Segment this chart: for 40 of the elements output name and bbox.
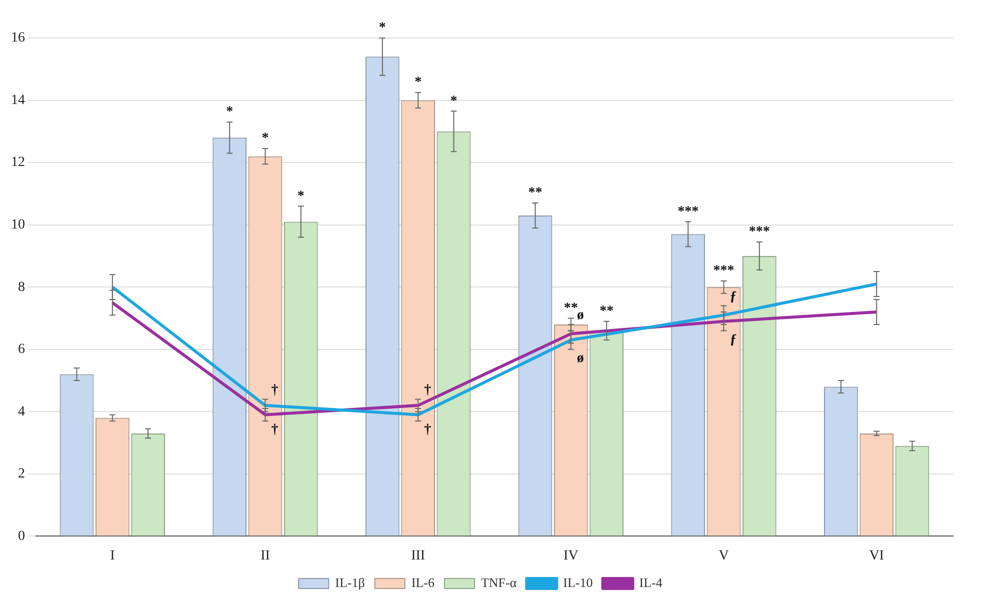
y-tick-label: 12 [11, 155, 25, 170]
y-tick-label: 14 [11, 92, 25, 108]
x-tick-label: VI [869, 548, 884, 564]
data-label: * [450, 94, 458, 109]
y-tick-label: 4 [18, 404, 25, 420]
data-label: ƒ [730, 289, 737, 304]
data-label: *** [678, 204, 699, 220]
y-tick-label: 6 [18, 342, 25, 358]
y-tick-label: 8 [18, 280, 25, 295]
y-tick-label: 2 [18, 466, 25, 482]
data-label: * [226, 104, 234, 120]
data-label: † [271, 382, 278, 398]
data-label: *** [748, 224, 770, 240]
x-tick-label: V [718, 548, 729, 564]
data-label: * [262, 131, 269, 146]
y-tick-label: 0 [18, 528, 25, 544]
legend-label: IL-1β [335, 574, 366, 590]
data-label: ø [576, 308, 584, 324]
y-tick-label: 16 [11, 30, 25, 46]
x-tick-label: IV [564, 548, 578, 564]
x-tick-label: II [260, 548, 270, 564]
data-label: ø [576, 350, 584, 366]
legend-label: IL-6 [411, 574, 435, 590]
data-label: * [297, 188, 304, 204]
y-tick-label: 10 [11, 217, 25, 232]
data-label: * [378, 20, 386, 36]
legend-label: IL-4 [639, 574, 663, 590]
data-label: ** [564, 300, 578, 316]
data-label: ** [600, 304, 614, 319]
data-label: ƒ [730, 332, 737, 348]
data-label: † [271, 422, 278, 438]
data-label: *** [713, 263, 734, 278]
legend-label: IL-10 [563, 574, 593, 590]
x-tick-label: I [110, 548, 116, 564]
data-label: † [424, 382, 432, 398]
data-label: ** [528, 186, 542, 201]
data-label: † [424, 422, 432, 438]
data-label: * [414, 75, 422, 90]
x-tick-label: III [411, 548, 426, 564]
legend-label: TNF-α [480, 574, 517, 590]
